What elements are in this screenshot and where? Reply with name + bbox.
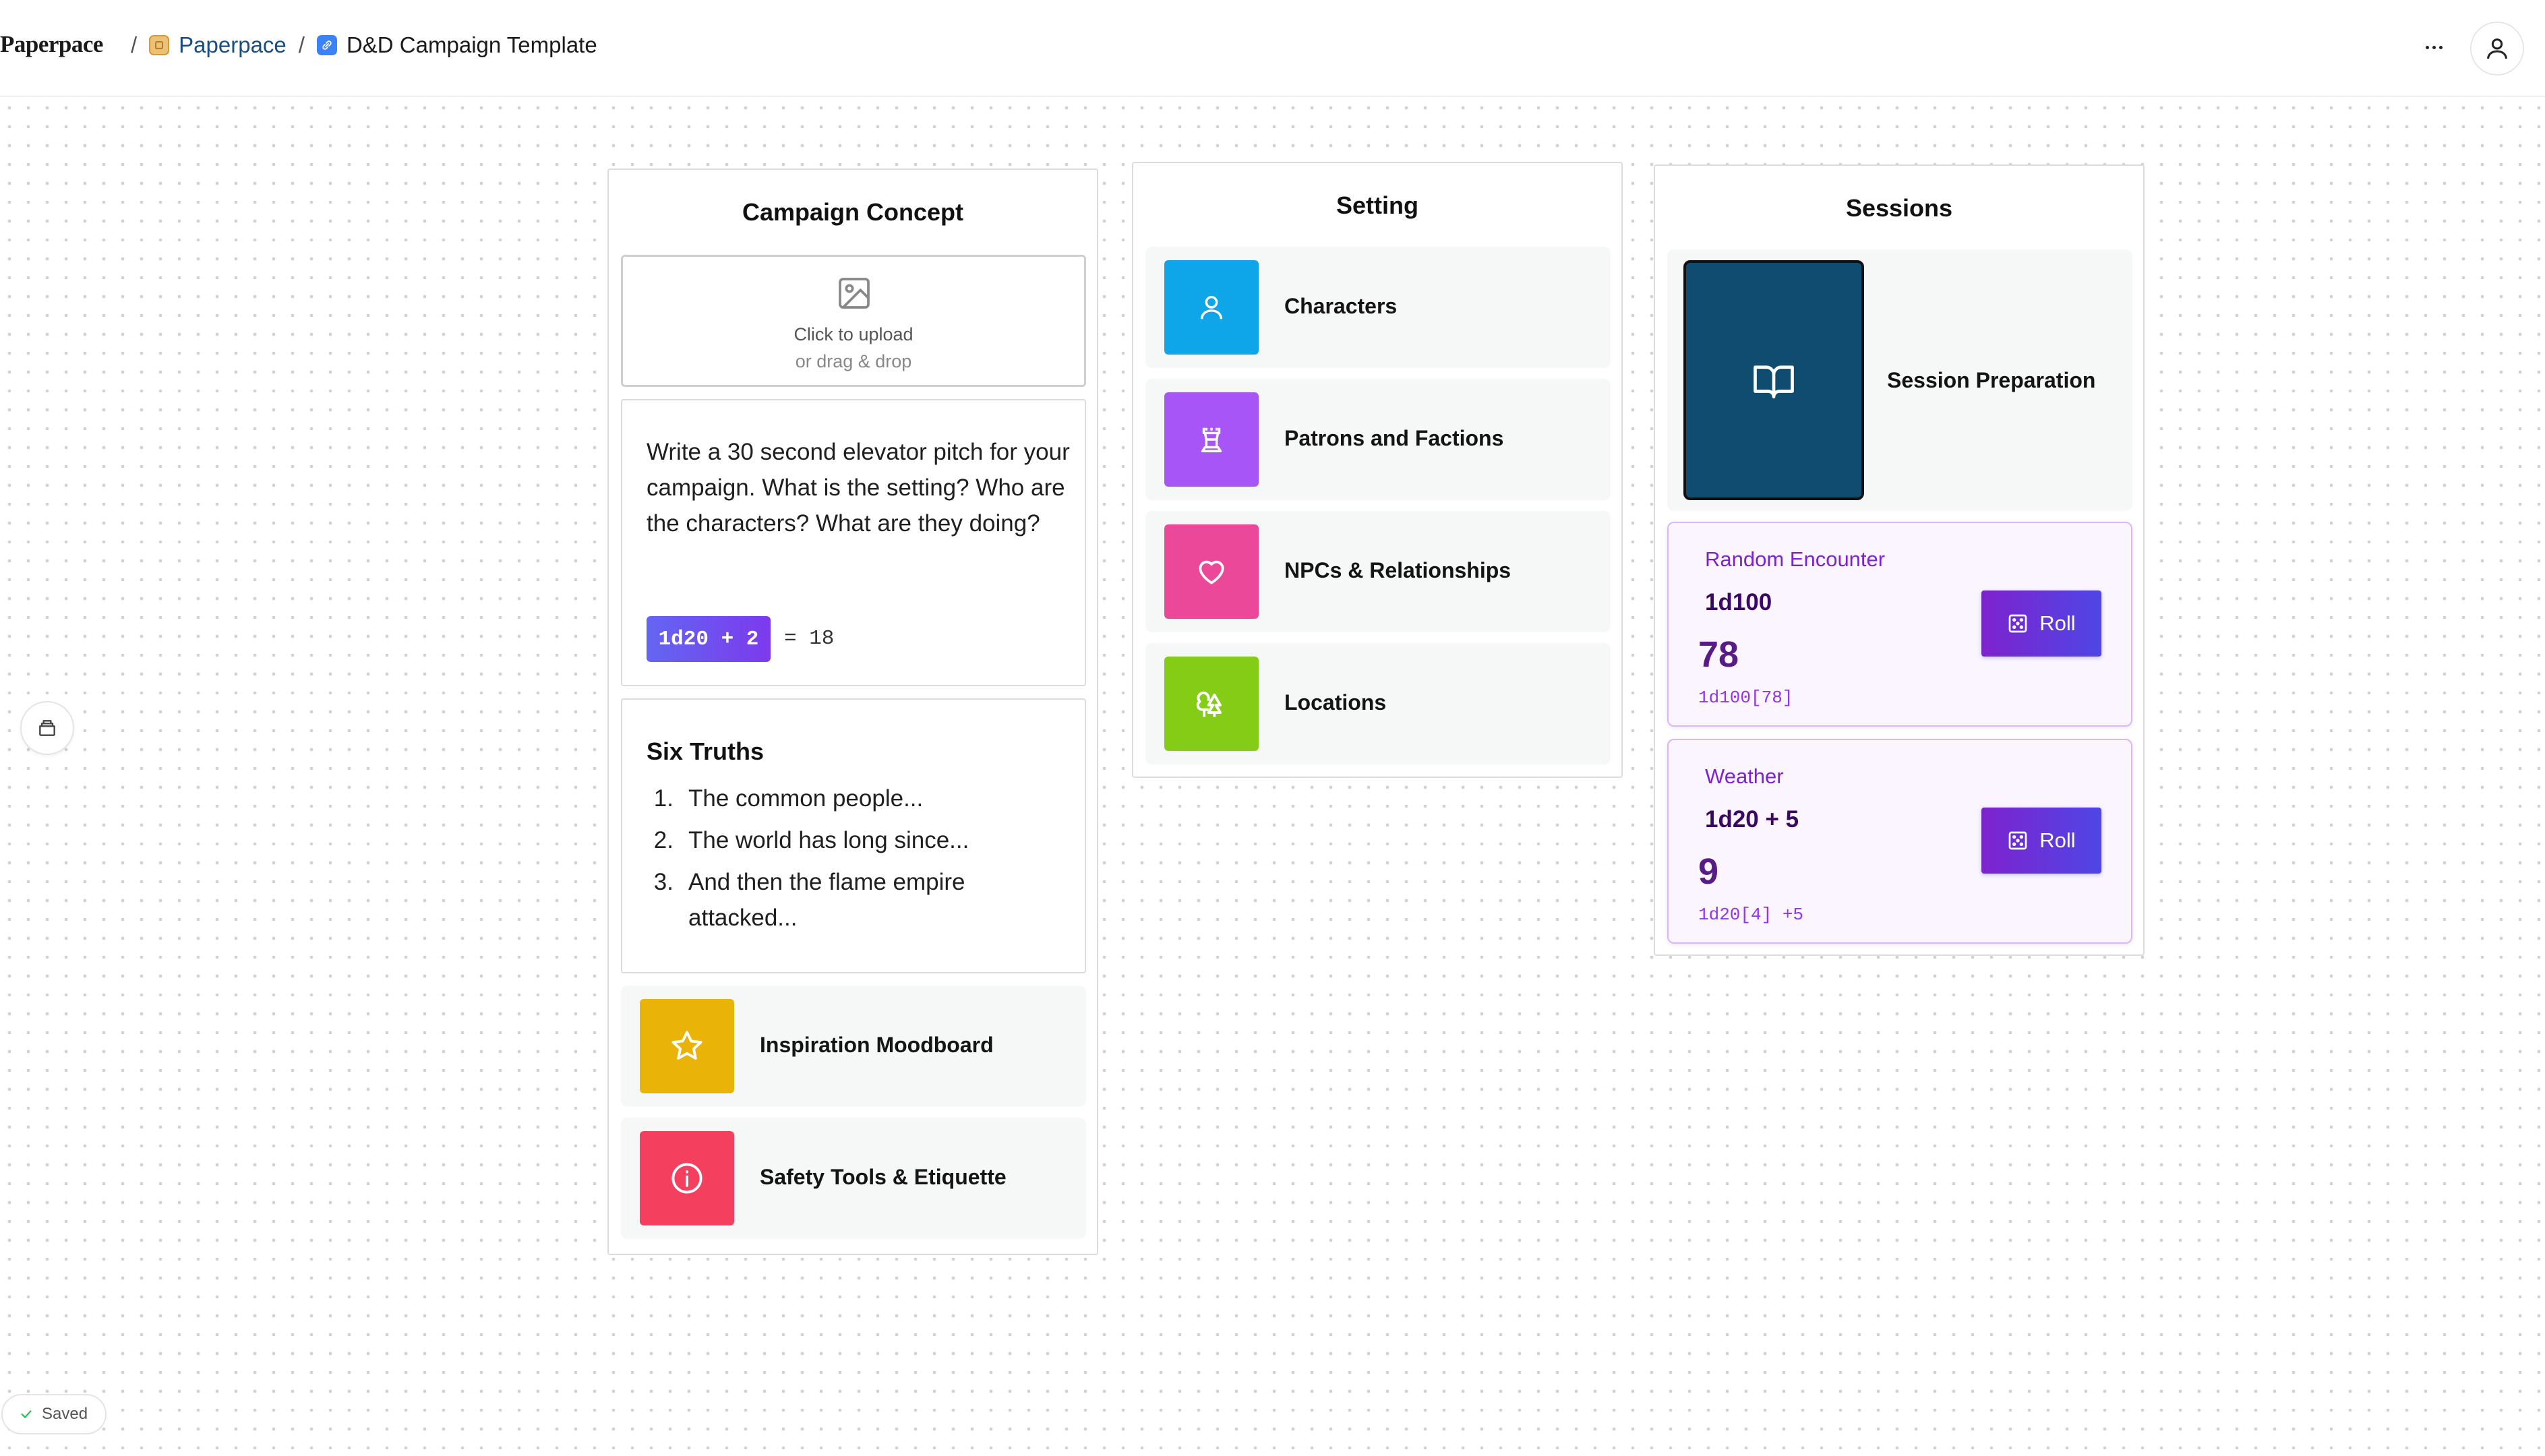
- dice-roller-name: Random Encounter: [1705, 547, 1886, 571]
- dice-roller-name: Weather: [1705, 764, 1784, 788]
- star-icon: [640, 999, 734, 1093]
- breadcrumb-workspace-link[interactable]: Paperpace: [179, 32, 287, 57]
- six-truths-heading: Six Truths: [647, 737, 765, 765]
- list-item[interactable]: And then the flame empire attacked...: [688, 869, 965, 931]
- six-truths-card[interactable]: Six Truths 1. The common people... 2. Th…: [621, 698, 1086, 973]
- upload-label: Click to upload: [794, 324, 914, 344]
- session-preparation-link[interactable]: Session Preparation: [1667, 249, 2132, 511]
- save-status-badge: Saved: [1, 1394, 107, 1434]
- setting-panel[interactable]: Setting Characters Patrons and Factions …: [1132, 162, 1623, 778]
- castle-icon: [1164, 392, 1259, 487]
- image-upload-dropzone[interactable]: Click to upload or drag & drop: [621, 255, 1086, 387]
- roll-button[interactable]: Roll: [1981, 808, 2101, 874]
- link-label: Safety Tools & Etiquette: [760, 1165, 1007, 1189]
- list-item[interactable]: The common people...: [688, 785, 924, 812]
- sessions-panel[interactable]: Sessions Session Preparation Random Enco…: [1654, 164, 2145, 956]
- breadcrumb-separator: /: [298, 32, 305, 57]
- npcs-relationships-link[interactable]: NPCs & Relationships: [1145, 511, 1611, 632]
- dice-formula: 1d100: [1705, 589, 1772, 615]
- heart-icon: [1164, 524, 1259, 619]
- user-icon: [2487, 38, 2507, 59]
- panel-title: Campaign Concept: [742, 198, 964, 226]
- dice-breakdown: 1d100[78]: [1698, 688, 1793, 708]
- characters-link[interactable]: Characters: [1145, 247, 1611, 368]
- info-icon: [640, 1131, 734, 1225]
- layers-button[interactable]: [20, 701, 74, 755]
- breadcrumb: / Paperpace / D&D Campaign Template: [128, 32, 597, 58]
- dice-formula: 1d20 + 5: [1705, 806, 1799, 832]
- dice-breakdown: 1d20[4] +5: [1698, 905, 1804, 925]
- upload-sublabel: or drag & drop: [795, 351, 912, 371]
- roll-button-label: Roll: [2039, 611, 2076, 635]
- link-label: Locations: [1284, 690, 1387, 715]
- dice-result-value: 78: [1698, 634, 1739, 675]
- page-link-icon: [316, 35, 337, 55]
- link-label: Patrons and Factions: [1284, 426, 1504, 450]
- list-item[interactable]: The world has long since...: [688, 827, 969, 853]
- brand-logo[interactable]: Paperpace: [0, 31, 103, 57]
- roll-button-label: Roll: [2039, 828, 2076, 852]
- link-label: NPCs & Relationships: [1284, 558, 1511, 582]
- campaign-concept-panel[interactable]: Campaign Concept Click to upload or drag…: [607, 169, 1098, 1255]
- more-horizontal-icon[interactable]: [2418, 34, 2450, 61]
- patrons-factions-link[interactable]: Patrons and Factions: [1145, 379, 1611, 500]
- link-label: Characters: [1284, 294, 1398, 318]
- image-icon: [839, 278, 870, 309]
- book-open-icon: [1683, 260, 1864, 500]
- dice-icon: [2008, 831, 2027, 850]
- trees-icon: [1164, 657, 1259, 751]
- dice-expression-chip[interactable]: 1d20 + 2: [647, 616, 771, 662]
- pitch-text[interactable]: Write a 30 second elevator pitch for you…: [647, 439, 1070, 537]
- check-icon: [21, 1410, 32, 1419]
- breadcrumb-current-page[interactable]: D&D Campaign Template: [346, 32, 597, 57]
- safety-tools-link[interactable]: Safety Tools & Etiquette: [621, 1118, 1086, 1239]
- list-number: 2.: [653, 827, 673, 853]
- panel-title: Setting: [1336, 191, 1418, 219]
- elevator-pitch-card[interactable]: Write a 30 second elevator pitch for you…: [621, 399, 1086, 686]
- panel-title: Sessions: [1845, 194, 1953, 222]
- dice-roller-card[interactable]: Weather 1d20 + 5 9 1d20[4] +5 Roll: [1667, 739, 2132, 944]
- dice-inline-result: = 18: [784, 627, 835, 650]
- workspace-icon: [149, 35, 170, 55]
- whiteboard-canvas[interactable]: Campaign Concept Click to upload or drag…: [0, 98, 2545, 1456]
- save-status-label: Saved: [42, 1405, 88, 1423]
- user-icon: [1164, 260, 1259, 355]
- dice-result-value: 9: [1698, 851, 1719, 892]
- list-number: 3.: [653, 869, 673, 895]
- dice-icon: [2008, 614, 2027, 633]
- breadcrumb-separator: /: [131, 32, 138, 57]
- dice-roller-card[interactable]: Random Encounter 1d100 78 1d100[78] Roll: [1667, 522, 2132, 727]
- top-bar: Paperpace / Paperpace / D&D Campaign Tem…: [0, 0, 2545, 97]
- link-label: Session Preparation: [1887, 368, 2096, 392]
- link-label: Inspiration Moodboard: [760, 1033, 994, 1057]
- roll-button[interactable]: Roll: [1981, 590, 2101, 657]
- layers-icon: [39, 720, 55, 736]
- locations-link[interactable]: Locations: [1145, 643, 1611, 764]
- user-menu-button[interactable]: [2470, 22, 2524, 75]
- inspiration-moodboard-link[interactable]: Inspiration Moodboard: [621, 985, 1086, 1107]
- list-number: 1.: [653, 785, 673, 812]
